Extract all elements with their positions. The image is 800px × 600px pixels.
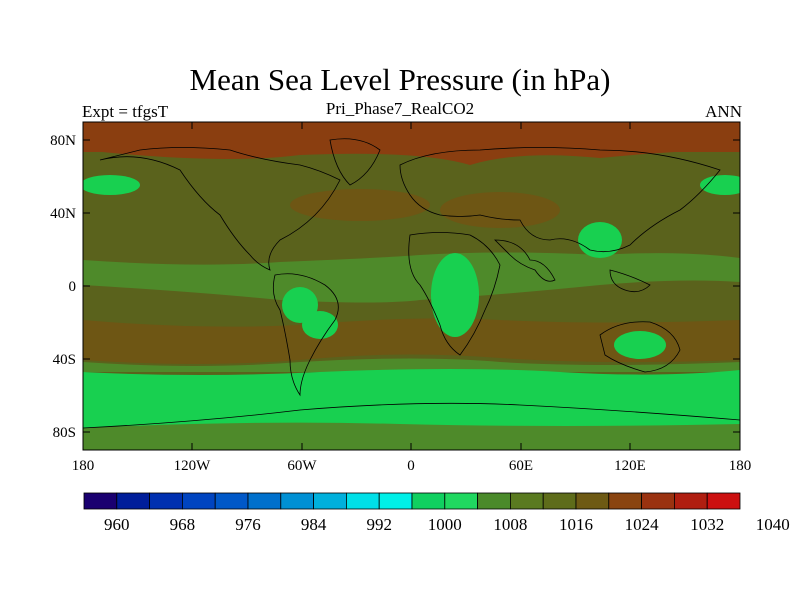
colorbar-swatch xyxy=(149,492,183,510)
map-title: Mean Sea Level Pressure (in hPa) xyxy=(189,62,611,97)
colorbar-swatch xyxy=(411,492,446,510)
colorbar-label: 1008 xyxy=(493,515,527,534)
pressure-band-high-arctic xyxy=(83,122,740,165)
lon-label-180w: 180 xyxy=(72,458,95,474)
pressure-cell-amazon-low xyxy=(282,287,318,323)
colorbar-swatch xyxy=(280,492,314,510)
lon-label-120e: 120E xyxy=(614,458,646,474)
lat-label-40n: 40N xyxy=(50,206,76,222)
colorbar-swatch xyxy=(542,492,577,510)
pressure-cell-south-asia-low xyxy=(578,222,622,258)
colorbar-label: 1032 xyxy=(690,515,724,534)
experiment-label: Expt = tfgsT xyxy=(82,102,169,121)
coastline-australia xyxy=(599,321,681,373)
colorbar-label: 1040 xyxy=(756,515,790,534)
colorbar-swatch xyxy=(641,492,675,510)
colorbar-swatch xyxy=(674,492,708,510)
axis-ticks xyxy=(82,122,741,450)
colorbar-label: 960 xyxy=(104,515,130,534)
colorbar-swatch xyxy=(214,492,249,510)
coastline-antarctica xyxy=(83,402,740,429)
lon-label-180e: 180 xyxy=(729,458,752,474)
pressure-cell-north-pacific-low xyxy=(83,175,140,195)
colorbar-swatch xyxy=(509,492,544,510)
lat-label-80n: 80N xyxy=(50,133,76,149)
lon-label-0: 0 xyxy=(407,458,415,474)
colorbar-label: 976 xyxy=(235,515,261,534)
colorbar-label: 1016 xyxy=(559,515,593,534)
colorbar-labels: 960 968 976 984 992 1000 1008 1016 1024 1032 1040 xyxy=(104,515,790,534)
coastlines xyxy=(83,138,740,429)
lon-label-120w: 120W xyxy=(174,458,212,474)
pressure-cell-aleutian-low xyxy=(700,175,740,195)
colorbar-swatch xyxy=(706,492,741,510)
colorbar-label: 968 xyxy=(170,515,196,534)
colorbar-label: 1024 xyxy=(625,515,660,534)
pressure-cell-atlantic-high xyxy=(290,189,430,221)
lon-label-60e: 60E xyxy=(509,458,533,474)
colorbar-swatch xyxy=(247,492,282,510)
colorbar-swatch xyxy=(116,492,151,510)
coastline-africa xyxy=(408,232,501,356)
lat-label-40s: 40S xyxy=(53,352,76,368)
coastline-south-america xyxy=(272,273,339,397)
colorbar-label: 992 xyxy=(366,515,392,534)
colorbar-label: 1000 xyxy=(428,515,462,534)
pressure-band-subtropical-south xyxy=(83,318,740,364)
colorbar xyxy=(83,492,741,510)
pressure-cell-siberia-high xyxy=(440,192,560,228)
lon-label-60w: 60W xyxy=(287,458,317,474)
colorbar-swatch xyxy=(444,492,478,510)
colorbar-swatch xyxy=(313,492,347,510)
colorbar-swatch xyxy=(345,492,380,510)
pressure-cell-africa-low xyxy=(431,253,479,337)
coastline-southeast-asia xyxy=(609,269,651,293)
coastline-greenland xyxy=(329,138,381,186)
season-label: ANN xyxy=(705,102,742,121)
pressure-band-antarctic xyxy=(83,422,740,450)
colorbar-swatch xyxy=(608,492,642,510)
colorbar-swatch xyxy=(575,492,610,510)
pressure-cell-australia-low xyxy=(614,331,666,359)
coastline-arabia-india xyxy=(494,239,556,282)
pressure-band-south-mid xyxy=(83,358,740,372)
lat-label-0: 0 xyxy=(69,279,77,295)
coastline-eurasia xyxy=(399,147,721,253)
pressure-band-equatorial xyxy=(83,252,740,303)
colorbar-swatch xyxy=(83,492,118,510)
run-name-label: Pri_Phase7_RealCO2 xyxy=(325,99,475,118)
coastline-north-america xyxy=(99,147,341,271)
colorbar-swatch xyxy=(477,492,511,510)
colorbar-swatch xyxy=(378,492,413,510)
colorbar-label: 984 xyxy=(301,515,327,534)
colorbar-swatch xyxy=(181,492,216,510)
lat-label-80s: 80S xyxy=(53,425,76,441)
